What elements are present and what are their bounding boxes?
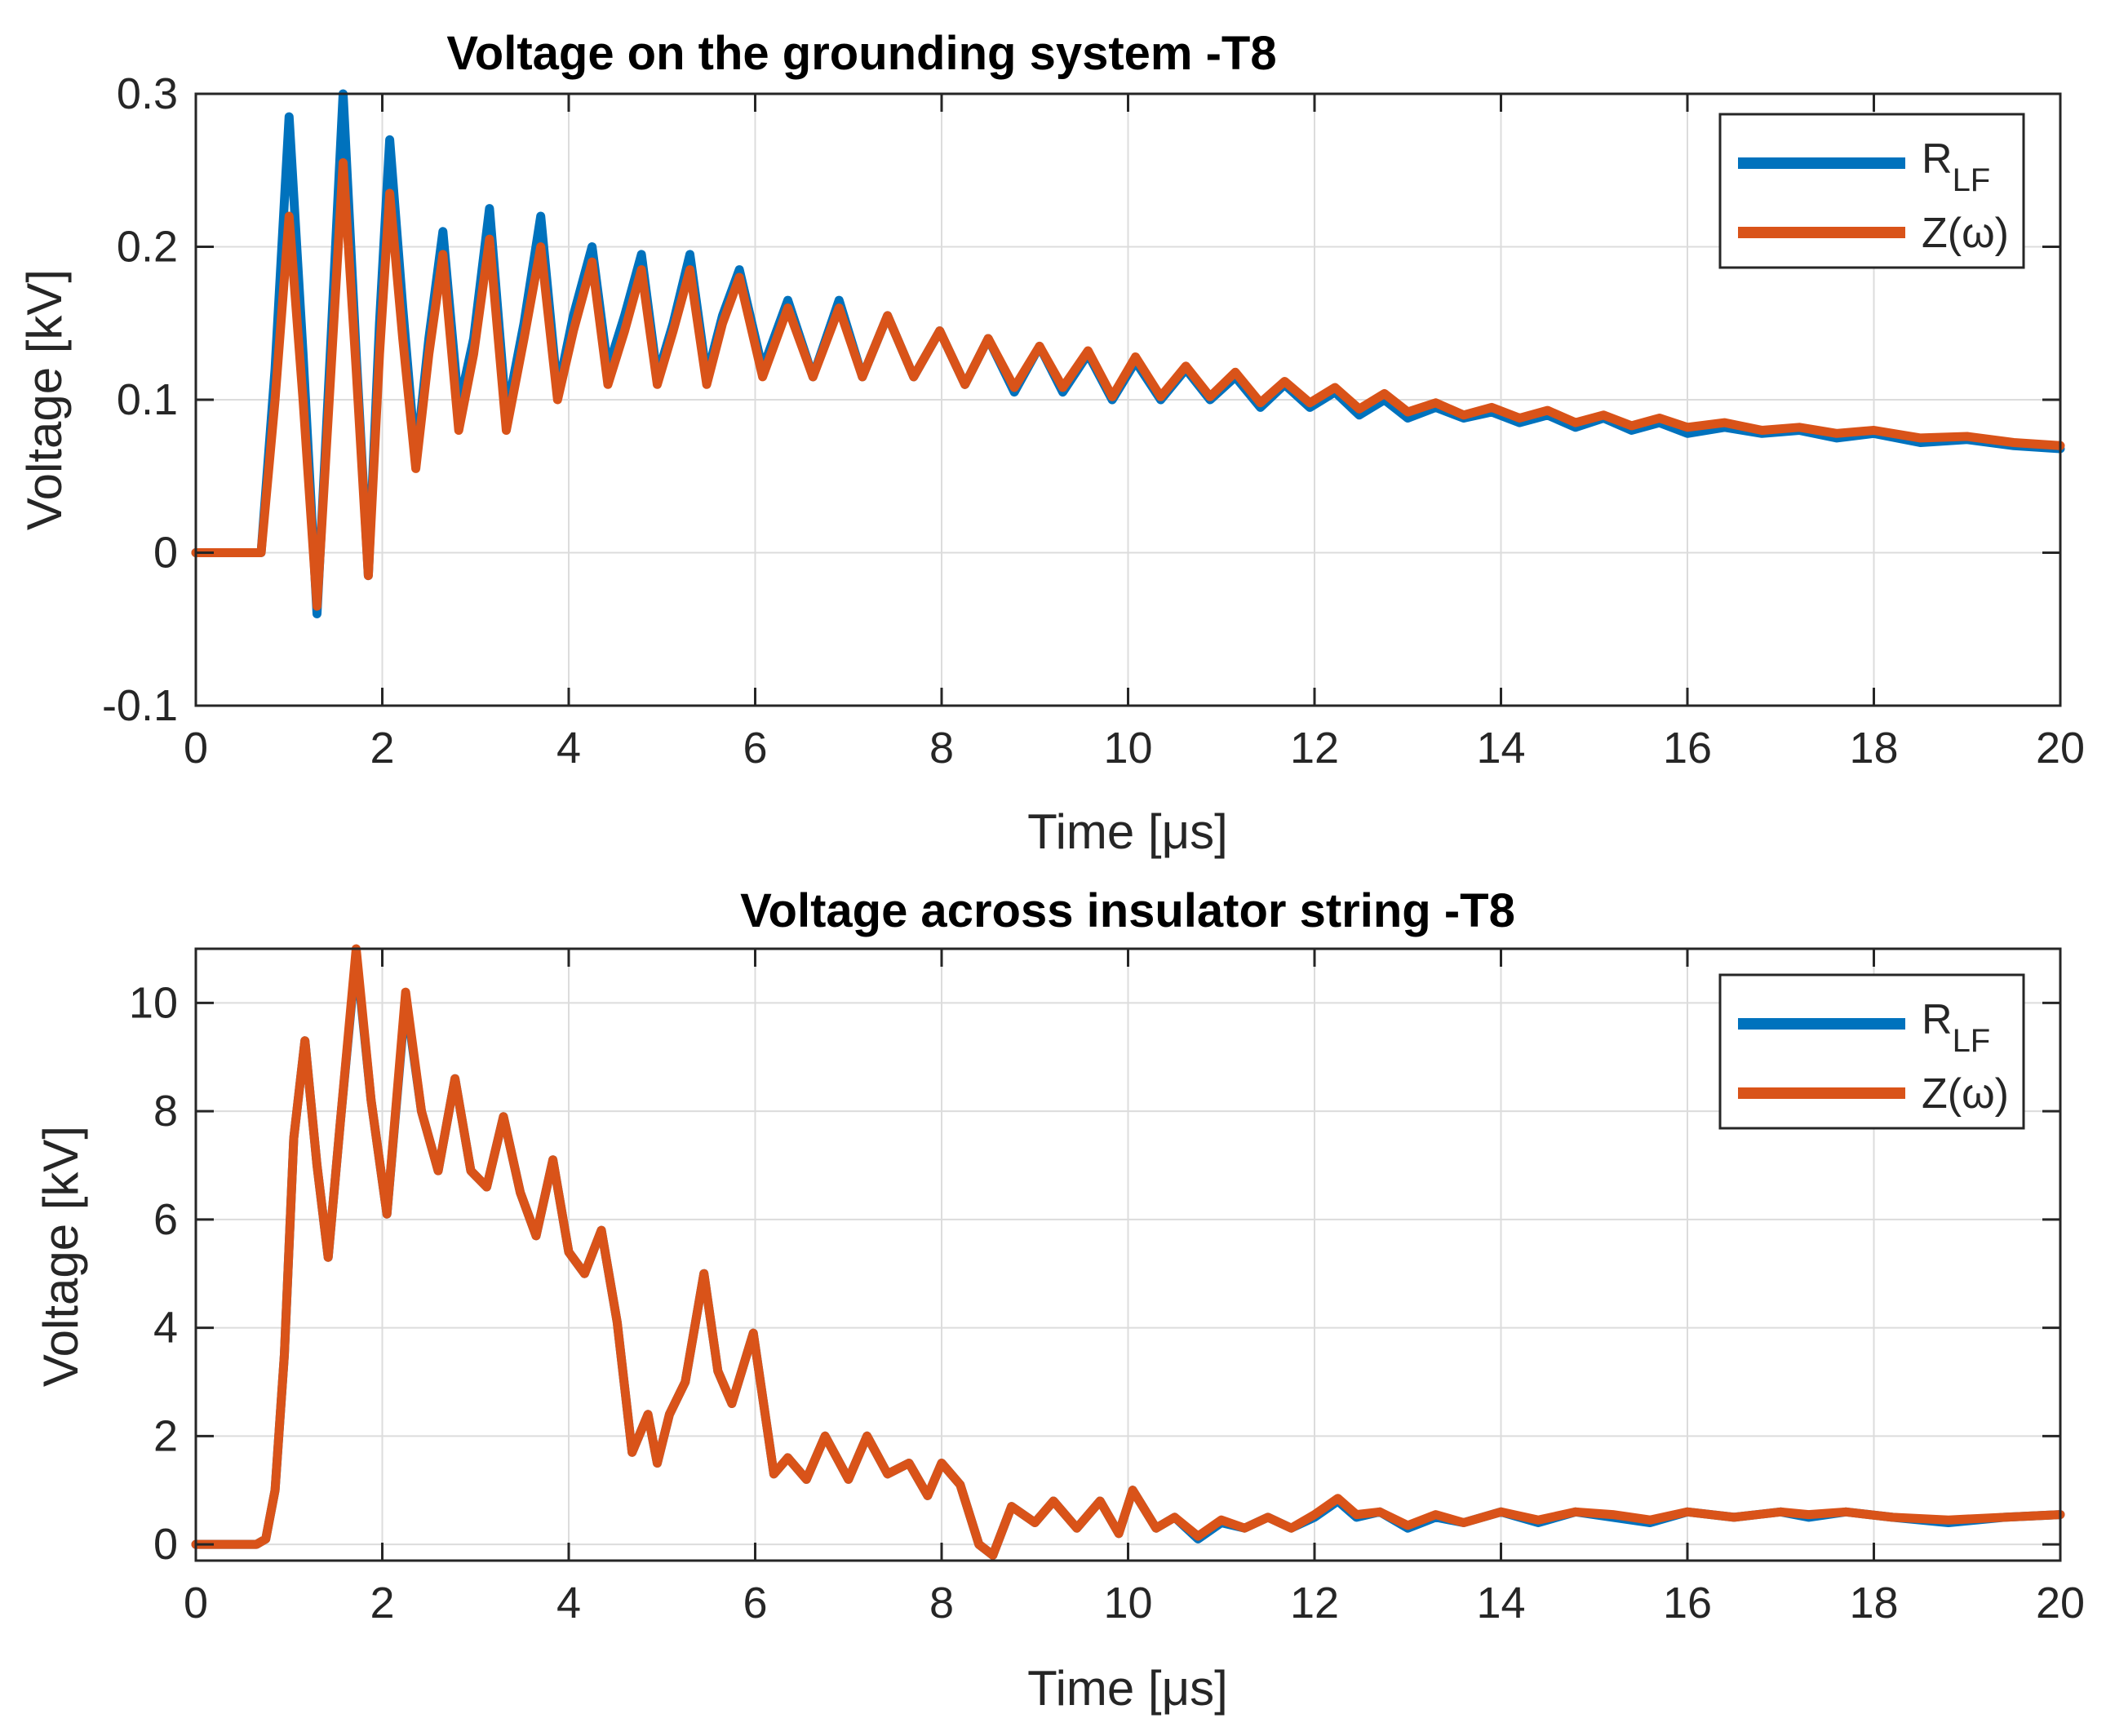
grid [195, 949, 2061, 1561]
x-axis-label: Time [μs] [1027, 804, 1228, 859]
legend-label-r-lf-main: R [1922, 135, 1953, 183]
x-tick-label: 10 [1103, 724, 1152, 773]
y-tick-label: 6 [153, 1195, 178, 1244]
x-tick-label: 8 [929, 724, 954, 773]
x-tick-label: 18 [1849, 1579, 1898, 1628]
x-tick-label: 6 [743, 1579, 767, 1628]
data-lines [191, 89, 2065, 618]
y-tick-label: -0.1 [102, 681, 178, 730]
x-tick-label: 6 [743, 724, 767, 773]
x-tick-label: 18 [1849, 724, 1898, 773]
legend-box [1718, 973, 2025, 1130]
legend-label-z-omega: Z(ω) [1922, 1070, 2009, 1118]
legend-label-r-lf: RLF [1922, 135, 1990, 198]
x-tick-label: 2 [370, 1579, 394, 1628]
chart-title: Voltage on the grounding system -T8 [446, 27, 1276, 80]
chart-insulator-voltage: Voltage across insulator string -T8 0 2 4 6… [33, 884, 2085, 1716]
y-tick-label: 10 [129, 978, 178, 1027]
x-tick-label: 4 [556, 1579, 581, 1628]
ticks: 0 2 4 6 8 10 12 14 16 18 20-0.100.10.20.3 [102, 69, 2085, 773]
legend: RLF Z(ω) [1718, 113, 2025, 269]
x-tick-label: 14 [1476, 1579, 1525, 1628]
x-tick-label: 12 [1290, 724, 1339, 773]
y-axis-label: Voltage [kV] [33, 1126, 88, 1387]
series-line-z-omega [191, 157, 2065, 611]
legend-label-r-lf-sub: LF [1953, 162, 1991, 198]
y-axis-label: Voltage [kV] [17, 269, 72, 530]
x-tick-label: 20 [2036, 1579, 2085, 1628]
legend-label-z-omega: Z(ω) [1922, 210, 2009, 257]
x-tick-label: 16 [1663, 724, 1712, 773]
data-lines [191, 944, 2065, 1560]
chart-grounding-voltage: Voltage on the grounding system -T8 0 2 4 6… [17, 27, 2085, 859]
y-tick-label: 4 [153, 1304, 178, 1353]
legend-box [1718, 113, 2025, 269]
legend: RLF Z(ω) [1718, 973, 2025, 1130]
series-line-z-omega [191, 944, 2065, 1560]
x-tick-label: 14 [1476, 724, 1525, 773]
chart-title: Voltage across insulator string -T8 [740, 884, 1515, 937]
legend-label-r-lf-sub: LF [1953, 1023, 1991, 1059]
y-tick-label: 0 [153, 529, 178, 578]
y-tick-label: 8 [153, 1087, 178, 1136]
x-axis-label: Time [μs] [1027, 1661, 1228, 1716]
y-tick-label: 0.3 [117, 69, 178, 118]
x-tick-label: 0 [184, 1579, 208, 1628]
legend-label-r-lf-main: R [1922, 996, 1953, 1043]
ticks: 0 2 4 6 8 10 12 14 16 18 20 0 2 4 6 8 10 [129, 949, 2085, 1628]
x-tick-label: 12 [1290, 1579, 1339, 1628]
x-tick-label: 10 [1103, 1579, 1152, 1628]
x-tick-label: 8 [929, 1579, 954, 1628]
x-tick-label: 0 [184, 724, 208, 773]
y-tick-label: 0.1 [117, 375, 178, 424]
legend-label-r-lf: RLF [1922, 996, 1990, 1059]
x-tick-label: 16 [1663, 1579, 1712, 1628]
y-tick-label: 2 [153, 1411, 178, 1460]
y-tick-label: 0.2 [117, 223, 178, 272]
x-tick-label: 4 [556, 724, 581, 773]
y-tick-label: 0 [153, 1520, 178, 1569]
x-tick-label: 2 [370, 724, 394, 773]
x-tick-label: 20 [2036, 724, 2085, 773]
